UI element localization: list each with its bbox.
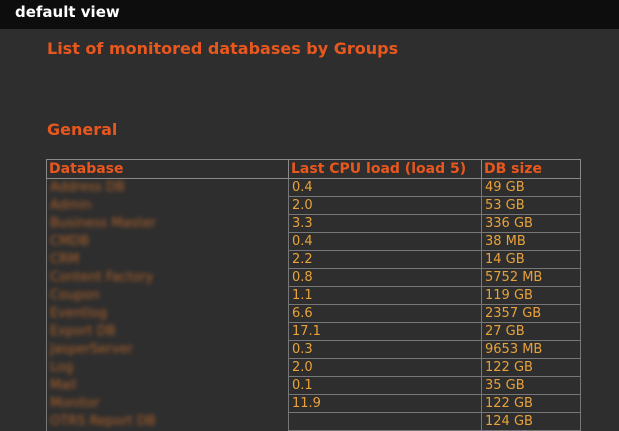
db-size-cell: 38 MB [481,232,581,251]
cpu-load-cell: 17.1 [288,322,482,341]
db-size-cell: 119 GB [481,286,581,305]
db-size-cell: 9653 MB [481,340,581,359]
table-row[interactable]: Address DB 0.4 49 GB [46,178,581,197]
db-size-cell: 122 GB [481,394,581,413]
cpu-load-cell: 1.1 [288,286,482,305]
table-row[interactable]: Export DB 17.1 27 GB [46,322,581,341]
table-row[interactable]: Eventlog 6.6 2357 GB [46,304,581,323]
table-row[interactable]: Coupon 1.1 119 GB [46,286,581,305]
table-row[interactable]: Content Factory 0.8 5752 MB [46,268,581,287]
db-size-cell: 14 GB [481,250,581,269]
database-name-cell[interactable]: CRM [46,250,289,269]
database-name-cell[interactable]: Export DB [46,322,289,341]
column-header-db-size[interactable]: DB size [481,159,581,179]
table-row[interactable]: Log 2.0 122 GB [46,358,581,377]
title-bar: default view [0,0,619,29]
db-size-cell: 122 GB [481,358,581,377]
database-name-cell[interactable]: JasperServer [46,340,289,359]
table-body: Address DB 0.4 49 GB Admin 2.0 53 GB Business … [46,178,581,431]
cpu-load-cell: 6.6 [288,304,482,323]
window-title: default view [15,3,120,21]
db-size-cell: 336 GB [481,214,581,233]
database-name-cell[interactable]: Eventlog [46,304,289,323]
cpu-load-cell: 0.8 [288,268,482,287]
database-name-cell[interactable]: Monitor [46,394,289,413]
table-row[interactable]: Mail 0.1 35 GB [46,376,581,395]
database-name-cell[interactable]: Mail [46,376,289,395]
cpu-load-cell: 11.9 [288,394,482,413]
database-name-cell[interactable]: Address DB [46,178,289,197]
cpu-load-cell: 2.2 [288,250,482,269]
cpu-load-cell: 0.4 [288,178,482,197]
db-size-cell: 124 GB [481,412,581,431]
database-name-cell[interactable]: Business Master [46,214,289,233]
cpu-load-cell: 3.3 [288,214,482,233]
group-heading: General [47,120,118,139]
db-size-cell: 49 GB [481,178,581,197]
table-row[interactable]: Monitor 11.9 122 GB [46,394,581,413]
table-header-row: Database Last CPU load (load 5) DB size [46,159,581,179]
database-name-cell[interactable]: CMDB [46,232,289,251]
db-size-cell: 5752 MB [481,268,581,287]
db-size-cell: 2357 GB [481,304,581,323]
table-row[interactable]: JasperServer 0.3 9653 MB [46,340,581,359]
table-row[interactable]: CMDB 0.4 38 MB [46,232,581,251]
cpu-load-cell: 0.4 [288,232,482,251]
db-size-cell: 35 GB [481,376,581,395]
cpu-load-cell: 2.0 [288,358,482,377]
cpu-load-cell: 0.3 [288,340,482,359]
column-header-cpu-load[interactable]: Last CPU load (load 5) [288,159,482,179]
column-header-database[interactable]: Database [46,159,289,179]
db-size-cell: 53 GB [481,196,581,215]
database-name-cell[interactable]: Log [46,358,289,377]
db-size-cell: 27 GB [481,322,581,341]
table-row[interactable]: Business Master 3.3 336 GB [46,214,581,233]
databases-table: Database Last CPU load (load 5) DB size … [46,159,581,431]
cpu-load-cell [288,412,482,431]
cpu-load-cell: 2.0 [288,196,482,215]
database-name-cell[interactable]: OTRS Report DB [46,412,289,431]
cpu-load-cell: 0.1 [288,376,482,395]
database-name-cell[interactable]: Content Factory [46,268,289,287]
database-name-cell[interactable]: Admin [46,196,289,215]
table-row[interactable]: Admin 2.0 53 GB [46,196,581,215]
page-title: List of monitored databases by Groups [47,39,399,58]
table-row[interactable]: CRM 2.2 14 GB [46,250,581,269]
table-row[interactable]: OTRS Report DB 124 GB [46,412,581,431]
database-name-cell[interactable]: Coupon [46,286,289,305]
